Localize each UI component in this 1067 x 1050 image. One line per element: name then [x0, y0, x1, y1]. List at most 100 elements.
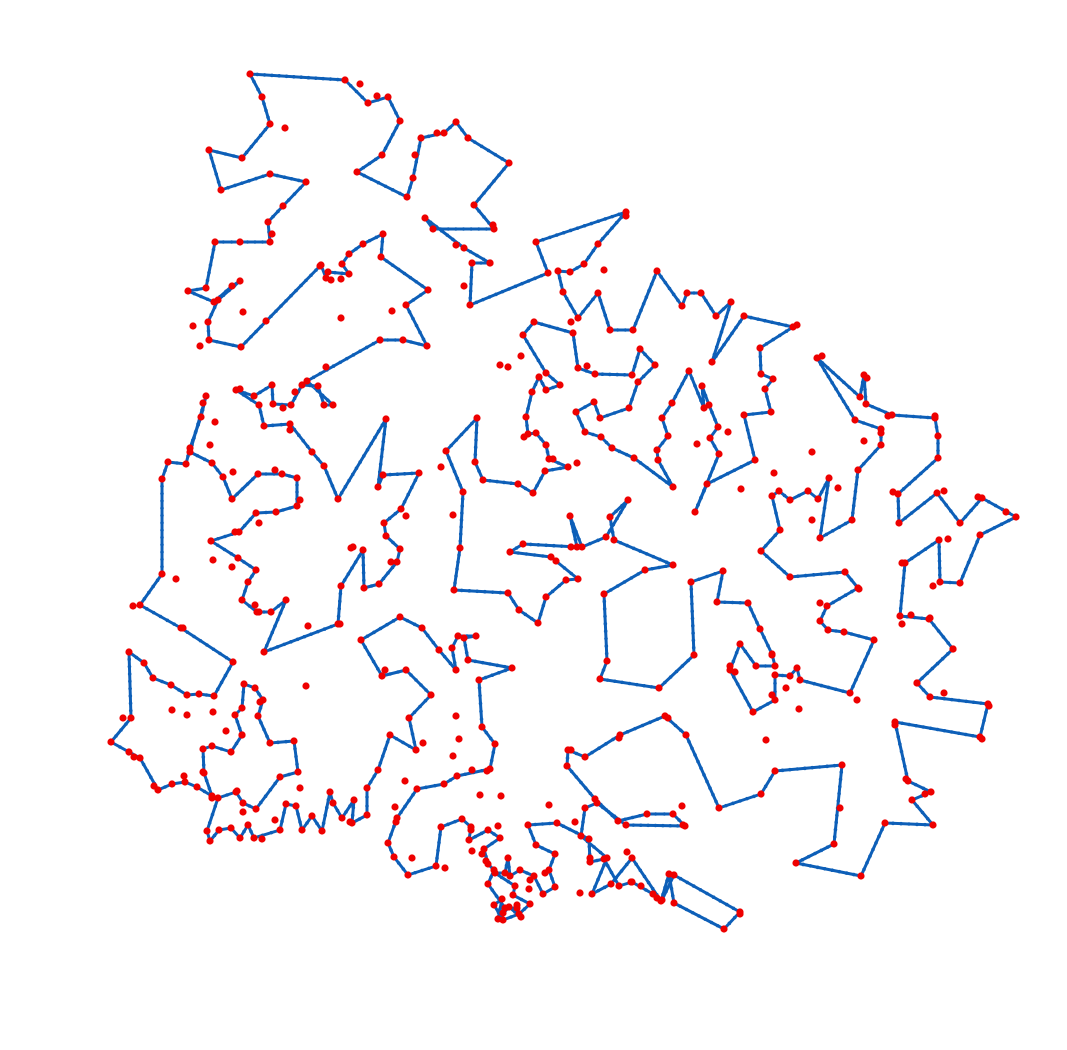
- tour-waypoint: [335, 808, 340, 813]
- tour-waypoint: [528, 398, 532, 403]
- city-point: [376, 336, 384, 344]
- tour-waypoint: [142, 597, 147, 601]
- city-point: [472, 632, 480, 640]
- tour-waypoint: [262, 101, 266, 106]
- city-point: [172, 575, 180, 583]
- tour-waypoint: [949, 509, 953, 513]
- tour-waypoint: [357, 817, 362, 821]
- city-point: [706, 434, 714, 442]
- tour-waypoint: [609, 522, 614, 527]
- city-point: [250, 392, 258, 400]
- city-point: [231, 711, 239, 719]
- city-point: [373, 92, 381, 100]
- city-point: [186, 448, 194, 456]
- city-point: [683, 289, 691, 297]
- city-point: [267, 608, 275, 616]
- city-point: [471, 458, 479, 466]
- tour-waypoint: [957, 698, 961, 703]
- tour-waypoint: [923, 547, 928, 551]
- tour-waypoint: [699, 398, 703, 403]
- city-point: [551, 850, 559, 858]
- tour-waypoint: [572, 338, 576, 342]
- city-point: [818, 352, 826, 360]
- tour-waypoint: [282, 810, 286, 815]
- city-point: [347, 544, 355, 552]
- tour-waypoint: [714, 354, 718, 359]
- tour-waypoint: [295, 483, 299, 487]
- city-point: [627, 878, 635, 886]
- tour-waypoint: [214, 172, 218, 176]
- tour-waypoint: [487, 295, 492, 299]
- tour-waypoint: [216, 536, 220, 541]
- city-point: [183, 691, 191, 699]
- tour-waypoint: [896, 734, 901, 739]
- tour-waypoint: [583, 786, 588, 790]
- tour-waypoint: [410, 485, 414, 490]
- city-point: [515, 606, 523, 614]
- city-point: [889, 488, 897, 496]
- city-point: [466, 301, 474, 309]
- tour-waypoint: [223, 673, 228, 678]
- city-point: [441, 864, 449, 872]
- tour-waypoint: [749, 443, 754, 447]
- city-point: [210, 692, 218, 700]
- tour-waypoint: [744, 420, 748, 425]
- tour-waypoint: [215, 150, 220, 154]
- city-point: [168, 780, 176, 788]
- tour-waypoint: [638, 823, 643, 828]
- tour-waypoint: [765, 394, 769, 399]
- tour-waypoint: [574, 775, 579, 779]
- city-point: [634, 378, 642, 386]
- city-point: [193, 783, 201, 791]
- tour-waypoint: [145, 769, 149, 773]
- city-point: [669, 561, 677, 569]
- tour-waypoint: [926, 415, 930, 420]
- tour-waypoint: [463, 772, 468, 777]
- city-point: [653, 894, 661, 902]
- tour-waypoint: [708, 473, 712, 478]
- tour-waypoint: [369, 177, 374, 181]
- city-point: [567, 746, 575, 754]
- tour-waypoint: [486, 148, 491, 153]
- tour-waypoint: [652, 275, 657, 280]
- city-point: [258, 93, 266, 101]
- tour-waypoint: [539, 273, 544, 278]
- tour-waypoint: [406, 492, 411, 497]
- tour-waypoint: [778, 333, 782, 338]
- tour-waypoint: [591, 297, 595, 302]
- city-point: [1012, 513, 1020, 521]
- tour-waypoint: [435, 856, 439, 860]
- tour-waypoint: [213, 804, 218, 809]
- city-point: [197, 413, 205, 421]
- tour-waypoint: [365, 447, 370, 452]
- city-point: [628, 371, 636, 379]
- city-point: [266, 120, 274, 128]
- tour-waypoint: [776, 519, 780, 524]
- city-point: [326, 788, 334, 796]
- tour-waypoint: [412, 740, 417, 744]
- tour-waypoint: [548, 235, 552, 240]
- tour-waypoint: [860, 664, 864, 669]
- tour-waypoint: [464, 427, 469, 431]
- city-point: [286, 426, 294, 434]
- tour-waypoint: [247, 179, 251, 183]
- tour-waypoint: [902, 568, 907, 573]
- tour-waypoint: [937, 545, 941, 549]
- city-point: [736, 910, 744, 918]
- tour-waypoint: [385, 259, 389, 263]
- tour-waypoint: [343, 484, 348, 489]
- tour-waypoint: [418, 704, 422, 709]
- city-point: [304, 622, 312, 630]
- city-point: [244, 578, 252, 586]
- tour-waypoint: [481, 297, 485, 302]
- tour-waypoint: [431, 640, 436, 645]
- tour-waypoint: [825, 365, 830, 370]
- tour-waypoint: [830, 868, 834, 873]
- tour-waypoint: [479, 768, 484, 773]
- tour-waypoint: [824, 532, 829, 537]
- city-point: [486, 259, 494, 267]
- tour-waypoint: [281, 508, 285, 512]
- tour-waypoint: [437, 840, 441, 845]
- tour-waypoint: [904, 414, 909, 418]
- city-point: [636, 345, 644, 353]
